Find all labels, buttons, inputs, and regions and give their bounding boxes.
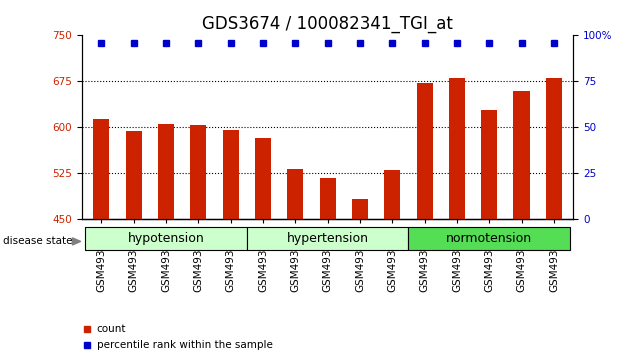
Bar [546,78,562,219]
Bar [481,110,497,219]
Bar [513,91,530,219]
Bar [158,124,174,219]
Bar [190,125,207,219]
Bar [352,199,368,219]
Bar [222,130,239,219]
Text: disease state: disease state [3,236,72,246]
Bar [125,131,142,219]
Bar [319,178,336,219]
Bar [416,83,433,219]
Bar [384,170,400,219]
Text: percentile rank within the sample: percentile rank within the sample [96,340,273,350]
Text: count: count [96,324,126,334]
Bar [287,169,304,219]
Text: hypotension: hypotension [128,232,204,245]
Text: hypertension: hypertension [287,232,369,245]
Title: GDS3674 / 100082341_TGI_at: GDS3674 / 100082341_TGI_at [202,15,453,33]
Bar [247,227,408,250]
Bar [408,227,570,250]
Bar [85,227,247,250]
Text: normotension: normotension [446,232,532,245]
Bar [449,78,465,219]
Bar [255,138,271,219]
Bar [93,119,110,219]
